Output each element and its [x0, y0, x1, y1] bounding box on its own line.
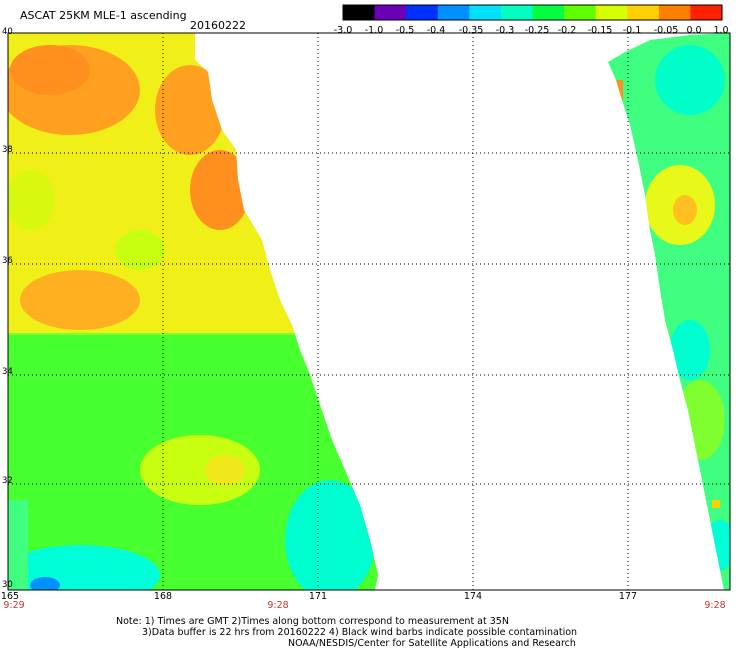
lon-label: 174: [463, 591, 483, 602]
colorbar-swatch: [437, 5, 470, 20]
time-label: 9:28: [267, 600, 289, 611]
colorbar-swatch: [343, 5, 376, 20]
colorbar-swatch: [406, 5, 439, 20]
colorbar-swatch: [469, 5, 502, 20]
colorbar-label: -0.15: [587, 25, 613, 36]
lat-label: 30: [2, 580, 13, 590]
plot-frame: [7, 32, 731, 591]
map-date: 20160222: [190, 19, 246, 32]
colorbar-label: -0.4: [426, 25, 446, 36]
colorbar-border: [342, 4, 723, 21]
colorbar-label: -0.25: [524, 25, 550, 36]
colorbar-label: -3.0: [333, 25, 353, 36]
colorbar-label: -0.3: [495, 25, 515, 36]
colorbar-label: 0.0: [686, 25, 702, 36]
map-title: ASCAT 25KM MLE-1 ascending: [20, 9, 187, 22]
colorbar-label: 1.0: [713, 25, 729, 36]
colorbar-swatch: [595, 5, 628, 20]
colorbar-swatch: [658, 5, 691, 20]
footnote-line-1: Note: 1) Times are GMT 2)Times along bot…: [116, 616, 509, 627]
colorbar-label: -0.5: [395, 25, 415, 36]
lon-label: 177: [618, 591, 638, 602]
colorbar-swatch: [690, 5, 723, 20]
swath-west: [8, 33, 378, 590]
time-label: 9:29: [3, 600, 25, 611]
footnote-line-3: NOAA/NESDIS/Center for Satellite Applica…: [288, 638, 576, 649]
lat-label: 32: [2, 476, 13, 486]
lon-label: 171: [308, 591, 328, 602]
colorbar-label: -0.1: [622, 25, 642, 36]
colorbar-label: -0.05: [653, 25, 679, 36]
graticule: [8, 33, 730, 590]
swath-east: [608, 33, 730, 590]
colorbar-swatch: [564, 5, 597, 20]
lat-label: 34: [2, 367, 13, 377]
colorbar-label: -0.35: [458, 25, 484, 36]
lat-label: 36: [2, 256, 13, 266]
lon-label: 168: [153, 591, 173, 602]
lat-label: 38: [2, 145, 13, 155]
lon-label: 165: [0, 591, 20, 602]
time-label: 9:28: [704, 600, 726, 611]
colorbar-label: -1.0: [364, 25, 384, 36]
footnote-line-2: 3)Data buffer is 22 hrs from 20160222 4)…: [142, 627, 578, 638]
lat-label: 40: [2, 27, 13, 37]
colorbar-swatch: [627, 5, 660, 20]
colorbar-swatch: [500, 5, 533, 20]
colorbar-swatches: [342, 4, 723, 21]
colorbar-label: -0.2: [557, 25, 577, 36]
colorbar-swatch: [374, 5, 407, 20]
colorbar-swatch: [532, 5, 565, 20]
